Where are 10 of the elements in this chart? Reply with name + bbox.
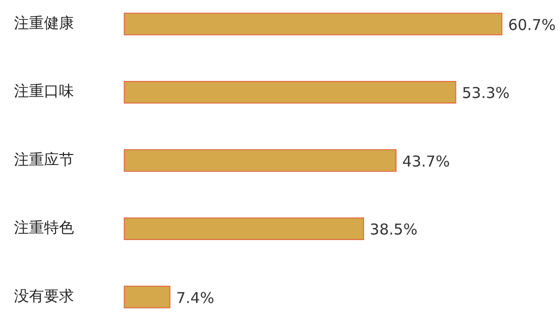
y-tick-label: 注重口味: [14, 82, 74, 100]
data-label: 7.4%: [176, 288, 214, 307]
y-tick-label: 注重应节: [14, 150, 74, 168]
data-label: 43.7%: [402, 152, 450, 170]
y-tick-label: 注重特色: [14, 218, 74, 237]
data-label: 53.3%: [462, 84, 510, 102]
y-tick-label: 注重健康: [14, 14, 74, 32]
data-label: 60.7%: [508, 16, 556, 34]
data-label: 38.5%: [370, 220, 418, 239]
y-tick-label: 没有要求: [14, 286, 74, 305]
